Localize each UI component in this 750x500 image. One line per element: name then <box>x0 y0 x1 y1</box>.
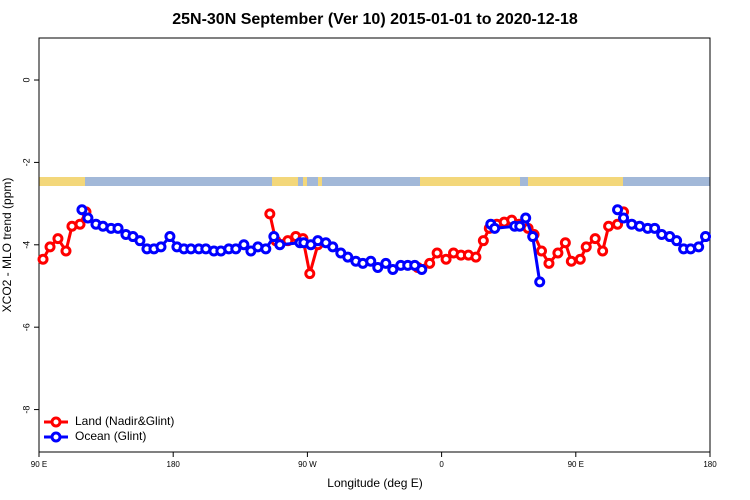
legend-marker <box>50 416 62 428</box>
data-point <box>514 220 526 232</box>
data-point <box>304 268 316 280</box>
x-tick-label: 180 <box>703 460 717 469</box>
data-point <box>44 241 56 253</box>
legend-marker <box>50 431 62 443</box>
data-point <box>230 243 242 255</box>
y-tick-label: -4 <box>21 241 31 249</box>
data-point <box>327 241 339 253</box>
data-point <box>574 253 586 265</box>
data-point <box>155 241 167 253</box>
data-point <box>37 253 49 265</box>
data-point <box>477 235 489 247</box>
data-point <box>52 233 64 245</box>
data-point <box>603 220 615 232</box>
data-point <box>268 231 280 243</box>
data-point <box>527 231 539 243</box>
data-point <box>543 257 555 269</box>
legend-label: Land (Nadir&Glint) <box>75 414 174 428</box>
data-point <box>372 261 384 273</box>
land-strip <box>272 177 298 186</box>
data-point <box>565 255 577 267</box>
data-point <box>612 204 624 216</box>
data-point <box>597 245 609 257</box>
data-point <box>365 255 377 267</box>
data-point <box>274 239 286 251</box>
x-axis-label: Longitude (deg E) <box>327 476 422 490</box>
data-point <box>164 231 176 243</box>
y-tick-label: -8 <box>21 406 31 414</box>
data-point <box>649 222 661 234</box>
land-strip <box>318 177 322 186</box>
y-tick-label: -2 <box>21 158 31 166</box>
ocean-strip <box>39 177 710 186</box>
data-point <box>264 208 276 220</box>
legend-label: Ocean (Glint) <box>75 429 146 443</box>
y-tick-label: 0 <box>21 78 31 83</box>
y-tick-label: -6 <box>21 323 31 331</box>
x-tick-label: 180 <box>167 460 181 469</box>
data-point <box>470 251 482 263</box>
data-point <box>60 245 72 257</box>
data-point <box>520 212 532 224</box>
data-point <box>536 245 548 257</box>
data-point <box>440 253 452 265</box>
data-point <box>559 237 571 249</box>
data-point <box>612 218 624 230</box>
data-point <box>431 247 443 259</box>
land-ocean-strip <box>39 177 710 186</box>
land-strip <box>420 177 520 186</box>
land-strip <box>528 177 623 186</box>
data-point <box>112 222 124 234</box>
x-tick-label: 0 <box>439 460 444 469</box>
land-strip <box>39 177 85 186</box>
data-point <box>589 233 601 245</box>
x-tick-label: 90 W <box>298 460 317 469</box>
data-point <box>693 241 705 253</box>
x-tick-label: 90 E <box>31 460 47 469</box>
data-point <box>380 257 392 269</box>
data-point <box>76 204 88 216</box>
data-point <box>618 212 630 224</box>
y-axis-label: XCO2 - MLO trend (ppm) <box>0 178 14 313</box>
data-point <box>134 235 146 247</box>
data-point <box>671 235 683 247</box>
land-strip <box>303 177 307 186</box>
chart-title: 25N-30N September (Ver 10) 2015-01-01 to… <box>172 11 578 28</box>
x-tick-label: 90 E <box>568 460 584 469</box>
data-point <box>489 222 501 234</box>
data-point <box>82 212 94 224</box>
data-point <box>387 264 399 276</box>
data-point <box>424 257 436 269</box>
data-point <box>416 264 428 276</box>
data-point <box>238 239 250 251</box>
data-point <box>342 251 354 263</box>
data-point <box>534 276 546 288</box>
data-point <box>700 231 712 243</box>
data-point <box>260 243 272 255</box>
data-point <box>74 218 86 230</box>
data-point <box>580 241 592 253</box>
data-point <box>552 247 564 259</box>
